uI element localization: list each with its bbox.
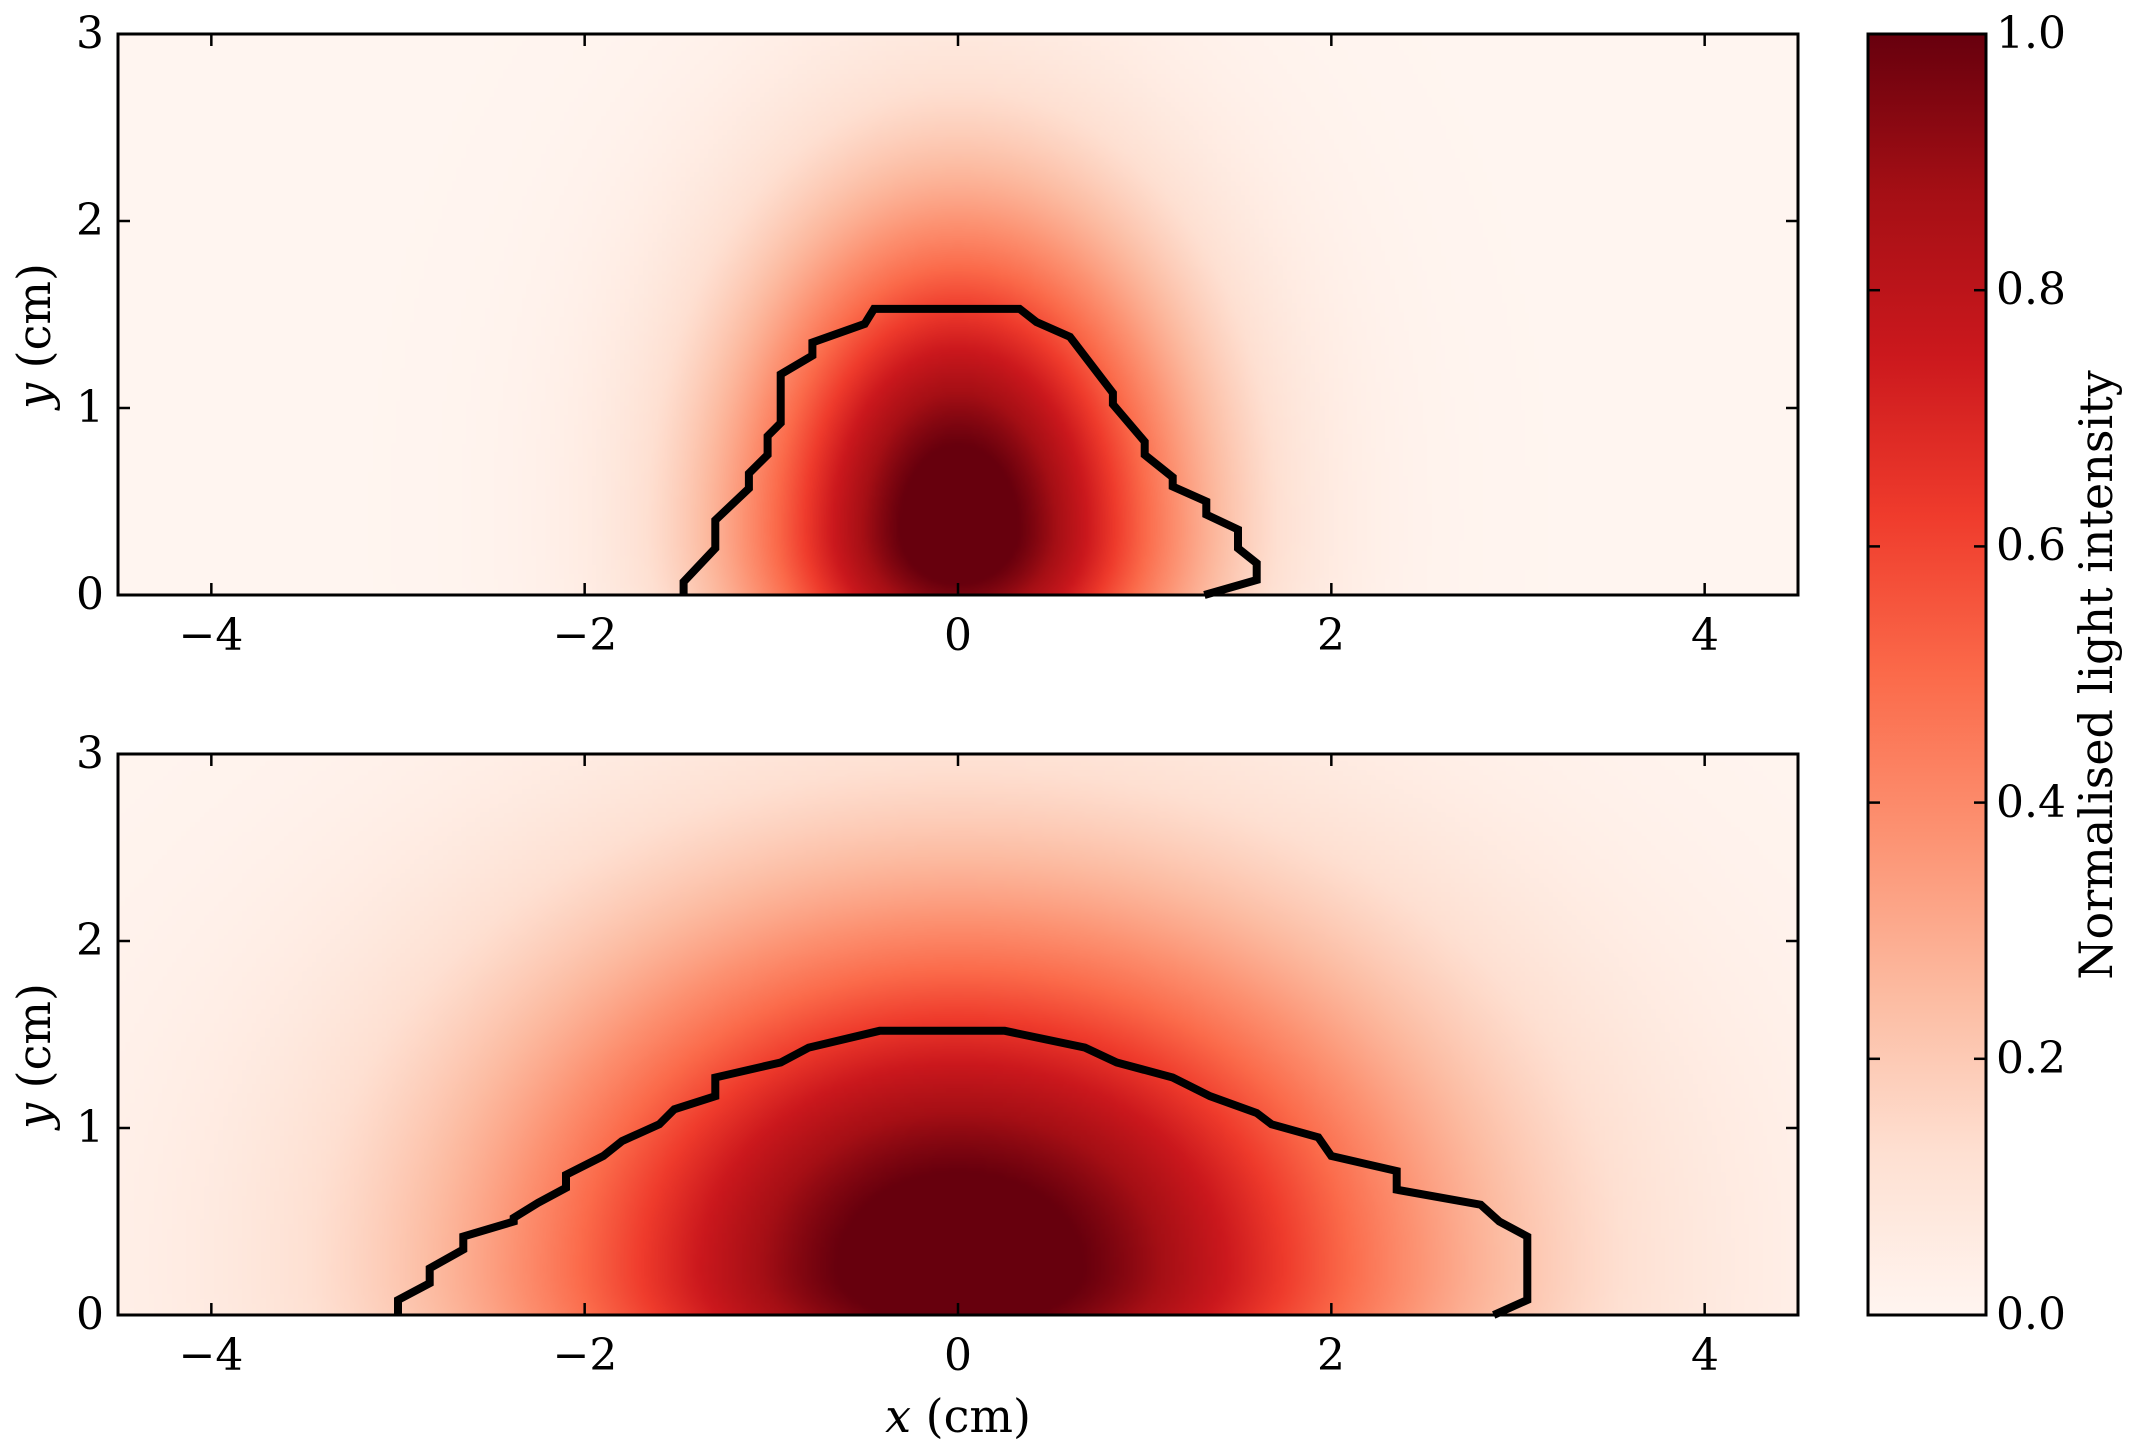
colorbar-tick-label: 0.8 [1996,264,2066,315]
colorbar-ticks [1868,32,1986,1317]
contour-top [679,304,1261,599]
ytick-label: 2 [76,915,104,966]
colorbar-tick-label: 1.0 [1996,8,2066,59]
ytick-label: 1 [76,382,104,433]
ytick-label: 2 [76,195,104,246]
xtick-label: −4 [179,1330,244,1381]
colorbar-tick-label: 0.2 [1996,1033,2066,1084]
xtick-label: −2 [553,610,618,661]
ytick-label: 0 [76,569,104,620]
colorbar-tick-label: 0.6 [1996,520,2066,571]
xtick-label: 2 [1317,610,1345,661]
colorbar-tick-label: 0.0 [1996,1289,2066,1340]
y-axis-label-top: y (cm) [7,263,61,411]
x-axis-label: x (cm) [885,1389,1031,1443]
xtick-label: −4 [179,610,244,661]
ytick-label: 1 [76,1102,104,1153]
xtick-label: 4 [1691,610,1719,661]
xtick-label: 0 [944,610,972,661]
xtick-label: 2 [1317,1330,1345,1381]
ytick-label: 0 [76,1289,104,1340]
xtick-label: 4 [1691,1330,1719,1381]
colorbar-frame [1866,32,1988,1317]
xtick-label: 0 [944,1330,972,1381]
ticks-top [118,32,1798,597]
y-axis-label-bottom: y (cm) [7,983,61,1131]
ytick-label: 3 [76,8,104,59]
panel-bottom: 0 1 2 3 −4 −2 0 2 4 y (cm) x (cm) [7,728,1800,1443]
contour-bottom [394,1026,1532,1319]
colorbar-label: Normalised light intensity [2069,370,2123,979]
heatmap-top [118,34,1798,595]
colorbar: 0.0 0.2 0.4 0.6 0.8 1.0 Normalised light… [1866,8,2123,1340]
ticks-bottom [118,752,1798,1317]
colorbar-gradient [1868,34,1986,1315]
panel-top: 0 1 2 3 −4 −2 0 2 4 y (cm) [7,8,1800,661]
ytick-label: 3 [76,728,104,779]
xtick-label: −2 [553,1330,618,1381]
colorbar-tick-label: 0.4 [1996,777,2066,828]
